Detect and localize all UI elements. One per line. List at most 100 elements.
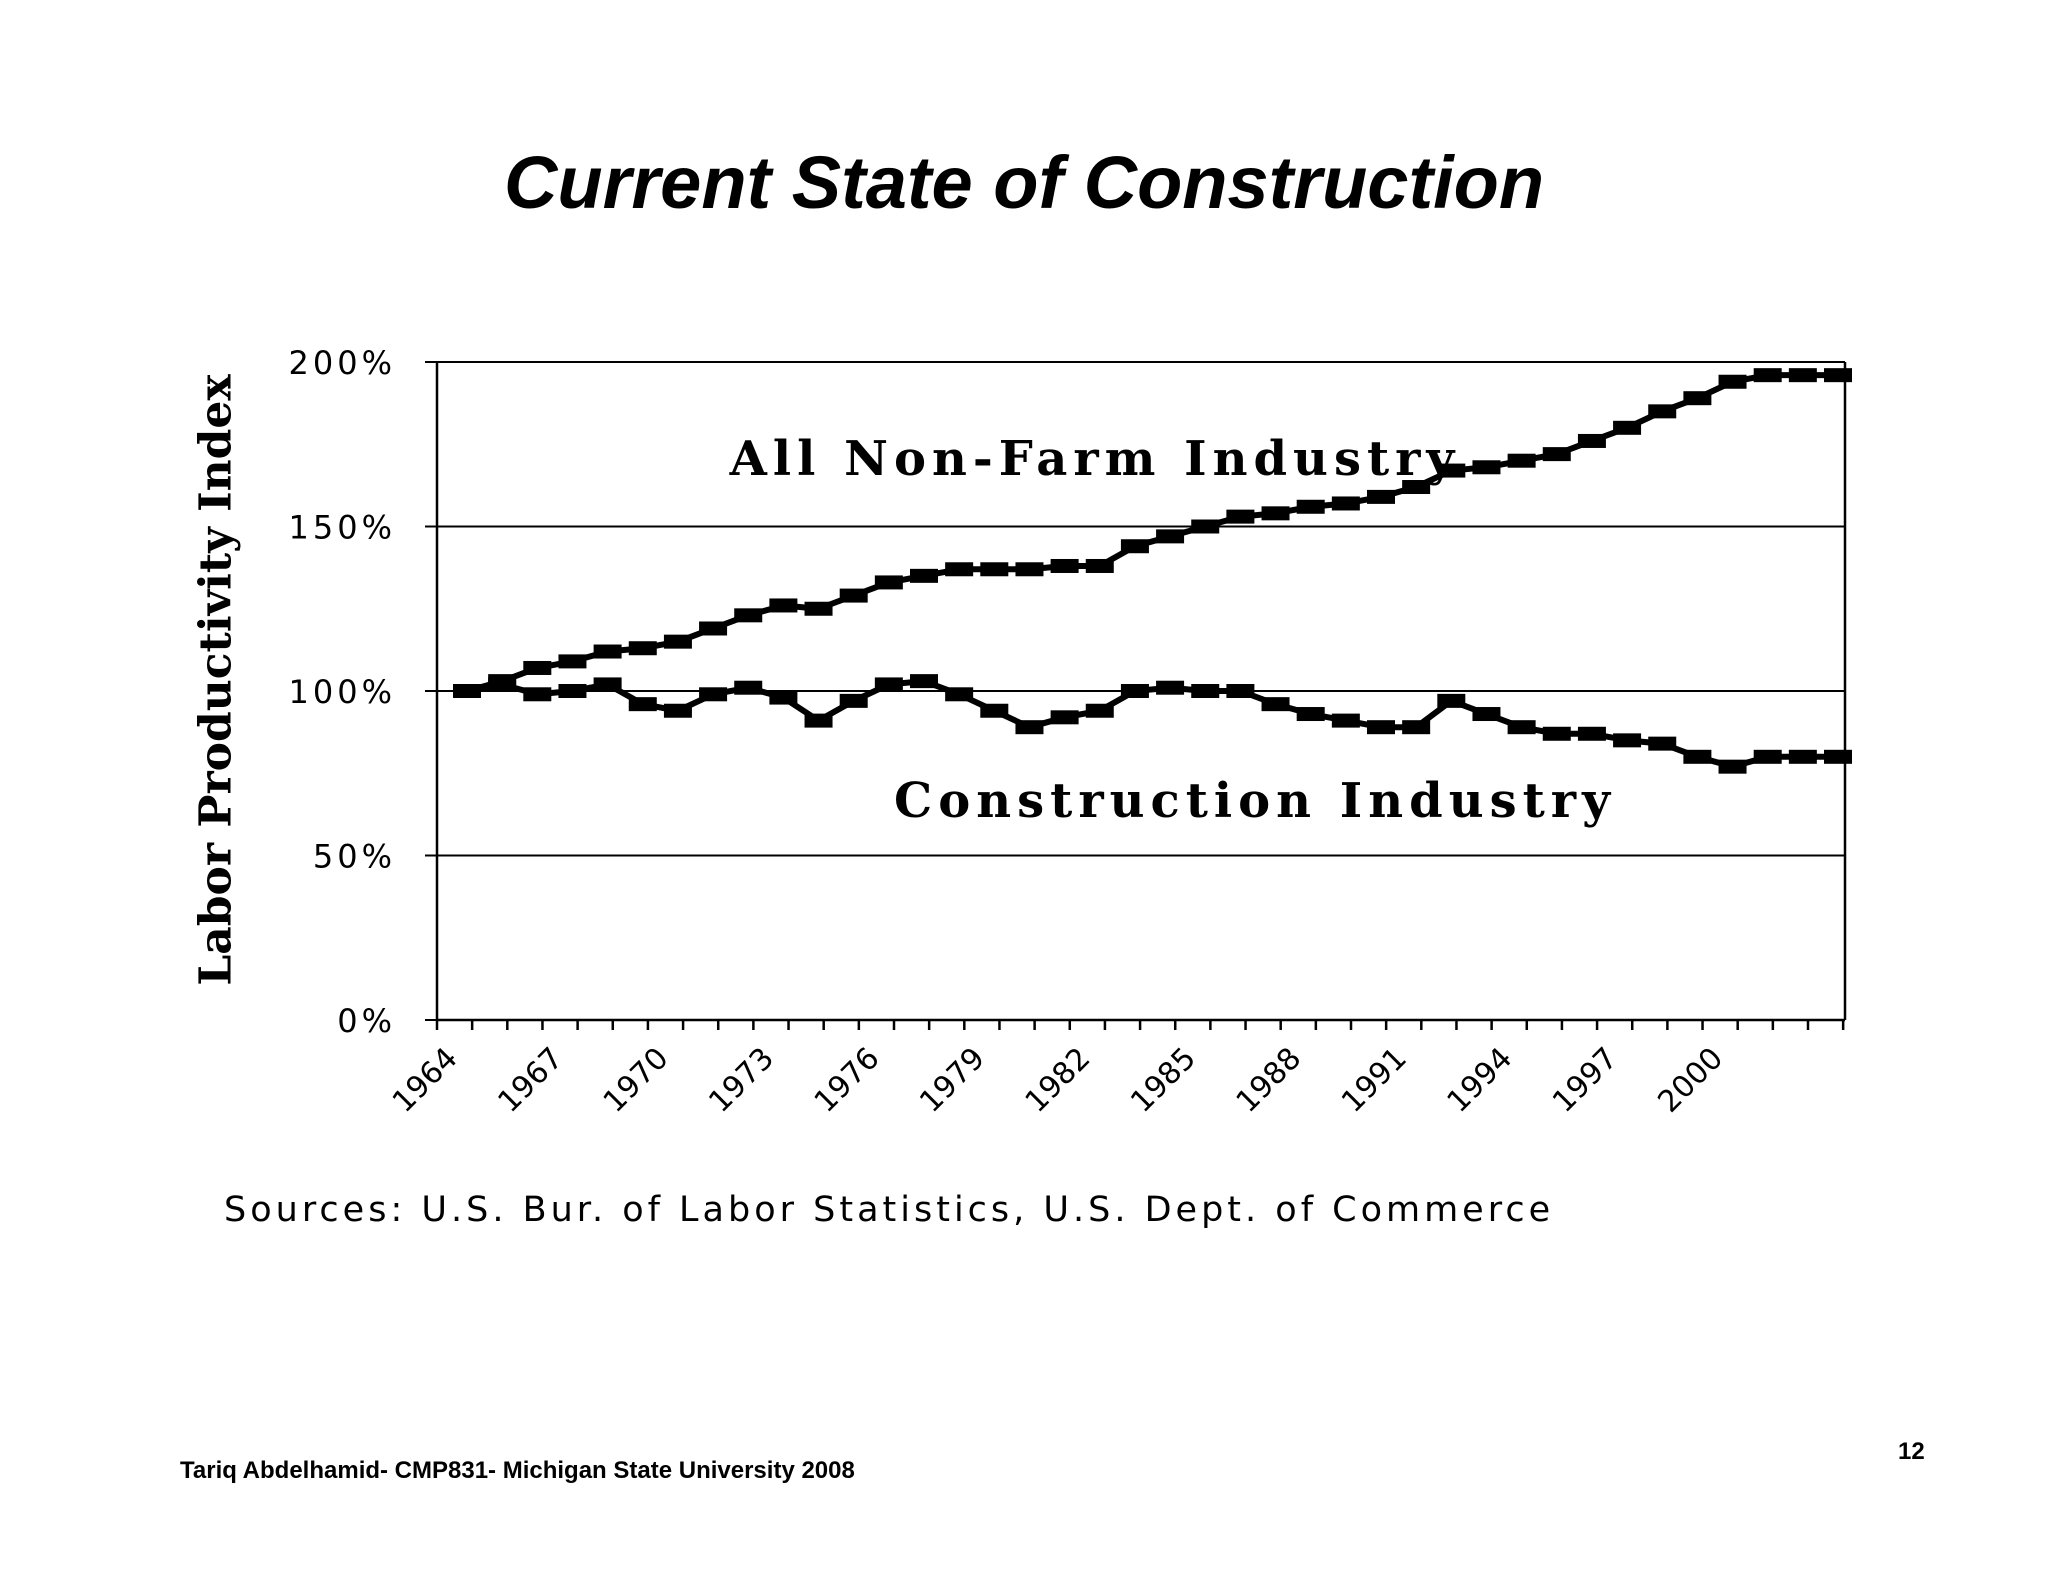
data-point [1648, 404, 1677, 419]
data-point [1261, 697, 1290, 712]
data-point [523, 687, 552, 702]
data-point [1367, 489, 1395, 504]
series-line [466, 678, 1838, 770]
footer-credit: Tariq Abdelhamid- CMP831- Michigan State… [180, 1457, 855, 1484]
y-tick-label: 100% [289, 673, 396, 711]
y-tick-label: 200% [289, 344, 396, 382]
data-point [1683, 749, 1712, 764]
data-point [804, 601, 833, 616]
x-tick-label: 2000 [1651, 1041, 1730, 1120]
data-point [1683, 391, 1712, 406]
data-point [1226, 684, 1255, 698]
x-tick-label: 1973 [702, 1041, 781, 1120]
y-tick-label: 50% [313, 838, 396, 876]
x-tick-label: 1982 [1019, 1041, 1098, 1120]
data-point [1788, 749, 1817, 764]
data-point [1577, 726, 1606, 741]
data-point [1437, 463, 1466, 478]
data-point [874, 677, 903, 692]
data-point [523, 660, 552, 675]
data-point [1472, 460, 1501, 475]
data-point [1331, 713, 1360, 728]
data-point [663, 703, 692, 718]
data-point [1226, 509, 1255, 524]
data-point [1296, 707, 1325, 722]
x-tick-label: 1967 [491, 1041, 570, 1120]
y-tick-labels: 0% 50% 100% 150% 200% [289, 344, 396, 1040]
data-point [1824, 749, 1852, 764]
data-point [1120, 539, 1149, 554]
data-point [488, 677, 517, 692]
data-point [1788, 368, 1817, 383]
data-point [1507, 720, 1536, 735]
data-point [1331, 496, 1360, 511]
data-point [910, 674, 938, 689]
x-tick-label: 1979 [913, 1041, 992, 1120]
y-tick-label: 150% [289, 509, 396, 547]
data-point [1156, 529, 1185, 544]
x-tick-labels: 1964 1967 1970 1973 1976 1979 1982 1985 1988 1991… [386, 1041, 1730, 1120]
data-point [1718, 374, 1747, 389]
data-point [453, 684, 481, 698]
data-point [1613, 420, 1642, 435]
series-label: Construction Industry [894, 773, 1616, 829]
data-point [1015, 562, 1044, 577]
data-point [1156, 680, 1185, 695]
data-point [1191, 684, 1220, 698]
data-point [663, 634, 692, 649]
data-point [769, 690, 798, 705]
y-tick-label: 0% [337, 1002, 396, 1040]
data-point [1542, 447, 1571, 462]
data-point [839, 588, 868, 603]
data-point [1120, 684, 1149, 698]
series [453, 368, 1852, 774]
page-number: 12 [1898, 1438, 1925, 1465]
tick-marks [425, 361, 1845, 1030]
data-point [699, 621, 728, 636]
data-point [558, 684, 587, 698]
data-point [874, 575, 903, 590]
data-point [593, 677, 622, 692]
data-point [1050, 558, 1079, 573]
data-point [628, 697, 657, 712]
data-point [1753, 749, 1782, 764]
data-point [1191, 519, 1220, 534]
series-line [466, 372, 1838, 694]
line-chart: 0% 50% 100% 150% 200% 1964 1967 1970 1973 1976 19… [289, 344, 1852, 1120]
data-point [1613, 733, 1642, 748]
data-point [1085, 558, 1114, 573]
data-point [1542, 726, 1571, 741]
data-point [1261, 506, 1290, 521]
slide-title: Current State of Construction [503, 141, 1545, 224]
series-label: All Non-Farm Industry [729, 431, 1461, 487]
data-point [1050, 710, 1079, 725]
data-point [734, 680, 763, 695]
series-labels: All Non-Farm Industry Construction Indust… [729, 431, 1616, 829]
data-point [804, 713, 833, 728]
x-tick-label: 1985 [1124, 1041, 1203, 1120]
data-point [593, 644, 622, 659]
data-point [699, 687, 728, 702]
data-point [945, 687, 974, 702]
data-point [1437, 693, 1466, 708]
x-tick-label: 1976 [808, 1041, 887, 1120]
data-point [839, 693, 868, 708]
sources-note: Sources: U.S. Bur. of Labor Statistics, … [224, 1190, 1555, 1230]
x-tick-label: 1994 [1441, 1041, 1520, 1120]
x-tick-label: 1964 [386, 1041, 465, 1120]
data-point [1718, 759, 1747, 774]
data-point [558, 654, 587, 669]
data-point [769, 598, 798, 613]
data-point [1015, 720, 1044, 735]
x-tick-label: 1988 [1230, 1041, 1309, 1120]
data-point [1472, 707, 1501, 722]
data-point [980, 703, 1009, 718]
x-tick-label: 1970 [597, 1041, 676, 1120]
data-point [1367, 720, 1395, 735]
data-point [1577, 433, 1606, 448]
data-point [980, 562, 1009, 577]
data-point [1648, 736, 1677, 751]
data-point [945, 562, 974, 577]
data-point [910, 568, 938, 583]
data-point [1824, 368, 1852, 383]
